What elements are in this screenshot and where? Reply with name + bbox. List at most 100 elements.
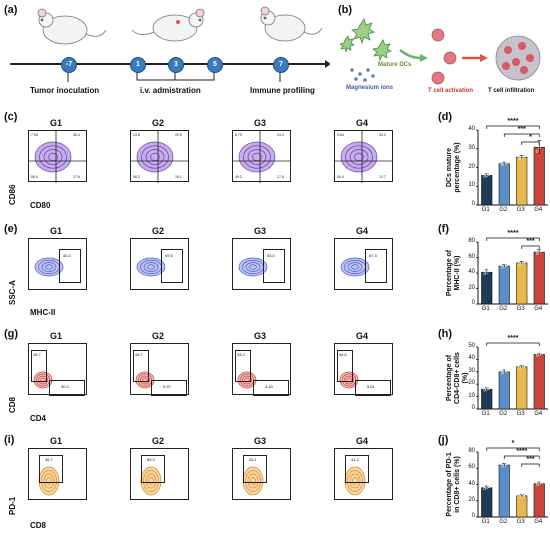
chart-d-point [500, 163, 504, 167]
chart-h-xtick-G2: G2 [499, 411, 508, 417]
chart-j-bar-G3 [516, 495, 528, 518]
quad-q4-value: 49.2 [235, 175, 242, 179]
chart-h-point [504, 369, 508, 373]
chart-j-bar-G1 [481, 487, 493, 518]
mhc-gate [365, 249, 387, 283]
chart-h-errorbar-G2 [502, 369, 507, 374]
timeline-node-day1: 1 [130, 57, 146, 73]
quad-q1-value: 7.05 [31, 133, 38, 137]
density-contour [43, 473, 55, 489]
chart-f-xtick-G3: G3 [516, 306, 525, 312]
chart-j-ylabel: Percentage of PD-1 in CD8+ cells (%) [446, 452, 461, 517]
label-t-activation: T cell activation [428, 88, 474, 94]
dc-cell-icon [340, 18, 392, 62]
flow-c-title-G2: G2 [151, 118, 164, 128]
cd8-gate-value: 16.7 [33, 352, 41, 357]
t-cell-schematic [340, 18, 541, 85]
chart-h-axes [477, 347, 548, 410]
chart-j-point [500, 464, 504, 468]
chart-d-axes [477, 130, 548, 206]
timeline-node-day-minus7: -7 [61, 57, 77, 73]
cd4-gate-value: 5.61 [367, 384, 375, 389]
mouse-icon-1 [37, 8, 107, 45]
chart-j-errorbar-G4 [537, 481, 542, 486]
density-contour [136, 141, 174, 173]
chart-j-errorbar-G1 [484, 485, 489, 490]
flow-c-plot-G2: 13.8 20.5 56.2 16.1 [130, 130, 189, 183]
chart-d-xtick-G3: G3 [516, 207, 525, 213]
flow-c-title-G4: G4 [355, 118, 368, 128]
chart-f-xtick-G2: G2 [499, 306, 508, 312]
chart-h-ytick-label: 20 [468, 380, 475, 387]
chart-j-point [483, 487, 487, 491]
chart-j-errorbar-G2 [502, 463, 507, 467]
pd1-gate-value: 65.2 [147, 457, 155, 462]
chart-d-point [518, 156, 522, 160]
mhc-gate [161, 249, 183, 283]
density-contour [347, 262, 363, 272]
chart-h-point [537, 352, 541, 356]
cd8-gate [235, 350, 251, 382]
chart-j-point [504, 462, 508, 466]
flow-c-plot-G1: 7.05 36.4 56.5 17.6 [28, 130, 87, 183]
density-contour [136, 257, 166, 277]
quad-q1-value: 8.75 [235, 133, 242, 137]
flow-g-plot-G3: 33.2 4.43 [232, 343, 291, 396]
panel-label-j: (j) [438, 434, 449, 446]
flow-i-plot-G2: 65.2 [130, 448, 189, 500]
density-contour [247, 473, 259, 489]
density-contour [145, 149, 165, 165]
chart-j-xtick-G1: G1 [481, 519, 490, 525]
chart-h-bar-G1 [481, 388, 493, 410]
panel-label-a: (a) [4, 4, 18, 16]
cd8-gate-value: 44.0 [339, 352, 347, 357]
density-contour [247, 149, 267, 165]
density-contour [142, 377, 148, 383]
flow-i-title-G2: G2 [151, 436, 164, 446]
quad-q3-value: 17.6 [277, 175, 284, 179]
chart-j-point [485, 486, 489, 490]
density-contour [38, 375, 48, 385]
quad-q1-value: 13.8 [133, 133, 140, 137]
chart-d-errorbar-G3 [519, 154, 524, 160]
pd1-gate [39, 455, 63, 483]
chart-f-ytick-label: 20 [468, 284, 475, 291]
chart-d-errorbar-G4 [537, 140, 542, 154]
chart-f-point [518, 262, 522, 266]
density-contour [346, 377, 352, 383]
mhc-gate [59, 249, 81, 283]
chart-f-point [535, 252, 539, 255]
density-contour [242, 375, 252, 385]
mhc-gate-value: 67.3 [369, 253, 377, 258]
chart-j-sig-bracket [521, 463, 540, 467]
cd4-gate [355, 380, 391, 396]
density-contour [41, 470, 57, 492]
chart-j-point [520, 494, 524, 498]
cd4-gate-value: 4.43 [265, 384, 273, 389]
flow-c-xlabel: CD80 [30, 201, 51, 210]
density-contour [41, 262, 57, 272]
chart-d-ytick-label: 40 [468, 126, 475, 132]
label-mature-dcs: Mature DCs [378, 62, 412, 68]
chart-h-point [539, 352, 543, 356]
chart-f-sig-bracket [521, 245, 540, 249]
chart-d-ylabel: DCs mature percentage (%) [446, 142, 461, 193]
chart-h-xtick-G4: G4 [534, 411, 543, 417]
chart-f-bar-G4 [533, 251, 545, 305]
chart-h-sig-label: **** [507, 335, 519, 342]
panel-label-i: (i) [4, 434, 15, 446]
chart-j-ytick-label: 40 [468, 480, 475, 487]
chart-d-sig-label: *** [517, 126, 526, 133]
chart-h-ytick-label: 10 [468, 392, 475, 399]
timeline-label-immune: Immune profiling [250, 86, 315, 95]
chart-f-bar-G3 [516, 262, 528, 305]
chart-f-errorbar-G4 [537, 249, 542, 255]
chart-j-xtick-G2: G2 [499, 519, 508, 525]
density-contour [244, 377, 250, 383]
panel-label-e: (e) [4, 223, 18, 235]
flow-e-ylabel: SSC-A [8, 280, 17, 305]
density-contour [34, 141, 72, 173]
density-contour [349, 149, 369, 165]
flow-e-title-G2: G2 [151, 226, 164, 236]
chart-j-point [502, 463, 506, 467]
